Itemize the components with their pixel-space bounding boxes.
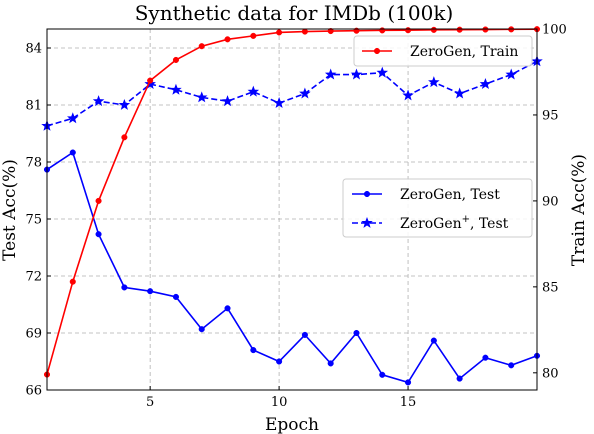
legend-lower-test-plus-label-sup: +: [462, 214, 470, 225]
y-left-tick-label: 75: [25, 213, 42, 228]
y-left-tick-label: 66: [25, 384, 42, 399]
data-point-zerogen-plus-test: [505, 68, 517, 80]
x-tick-label: 15: [400, 395, 417, 410]
series-zerogen-train: [43, 26, 541, 378]
data-point-zerogen-plus-test: [221, 95, 234, 107]
data-point-zerogen-plus-test: [92, 95, 105, 107]
legend-upper-box: [353, 35, 533, 67]
y-axis-right-ticks: 80 85 90 95 100: [533, 23, 567, 381]
x-tick-label: 5: [146, 395, 154, 410]
legend-marker: [373, 47, 381, 55]
data-point-zerogen-test: [121, 284, 128, 291]
y-left-tick-label: 69: [25, 327, 42, 342]
data-point-zerogen-train: [276, 29, 283, 36]
y-left-tick-label: 72: [25, 270, 42, 285]
y-left-tick-label: 78: [25, 156, 42, 171]
x-axis-ticks: 5 10 15: [146, 386, 416, 410]
series-line-zerogen-plus-test: [46, 60, 538, 127]
data-point-zerogen-test: [250, 347, 257, 354]
y-right-tick-label: 90: [542, 194, 559, 209]
data-point-zerogen-test: [456, 375, 463, 382]
data-point-zerogen-test: [430, 337, 437, 344]
data-point-zerogen-plus-test: [376, 66, 389, 78]
x-axis-label: Epoch: [265, 415, 319, 434]
data-point-zerogen-plus-test: [479, 78, 492, 90]
data-point-zerogen-test: [276, 358, 283, 365]
data-point-zerogen-test: [327, 360, 334, 367]
series-line-zerogen-train: [46, 28, 538, 375]
plot-frame: [46, 28, 538, 391]
legend-upper-train-label: ZeroGen, Train: [410, 44, 518, 60]
data-point-zerogen-test: [508, 362, 515, 369]
data-point-zerogen-test: [172, 293, 179, 300]
chart-title: Synthetic data for IMDb (100k): [135, 1, 454, 25]
legend-upper-train-handle: [362, 47, 392, 55]
legend-lower-test-label: ZeroGen, Test: [400, 187, 500, 203]
data-point-zerogen-plus-test: [67, 112, 79, 124]
y-axis-left-label: Test Acc(%): [0, 159, 20, 261]
legend-marker: [363, 190, 371, 198]
data-point-zerogen-test: [301, 331, 308, 338]
data-point-zerogen-test: [95, 231, 102, 238]
legend-lower-test-plus-label-base: ZeroGen: [400, 216, 462, 232]
legend-lower-box: [342, 178, 533, 238]
y-left-tick-label: 84: [25, 42, 42, 57]
data-point-zerogen-train: [430, 26, 437, 33]
data-point-zerogen-plus-test: [299, 87, 311, 99]
series-line-zerogen-test: [46, 151, 538, 384]
data-point-zerogen-plus-test: [118, 98, 131, 110]
legend-lower: ZeroGen, Test ZeroGen+, Test: [342, 178, 533, 238]
data-point-zerogen-plus-test: [195, 91, 208, 103]
data-point-zerogen-plus-test: [324, 68, 337, 80]
data-point-zerogen-train: [172, 56, 179, 63]
x-tick-label: 10: [271, 395, 288, 410]
legend-upper: ZeroGen, Train: [353, 35, 533, 67]
data-point-zerogen-train: [250, 32, 257, 39]
data-point-zerogen-test: [405, 379, 412, 386]
data-point-zerogen-train: [224, 36, 231, 43]
data-point-zerogen-train: [405, 27, 412, 34]
y-axis-right-label: Train Acc(%): [569, 154, 589, 266]
legend-lower-test-plus-handle: [352, 216, 382, 228]
y-right-tick-label: 85: [542, 280, 559, 295]
y-right-tick-label: 100: [542, 23, 567, 38]
data-point-zerogen-train: [198, 43, 205, 50]
data-point-zerogen-train: [69, 278, 76, 285]
data-point-zerogen-test: [147, 288, 154, 295]
data-point-zerogen-test: [482, 354, 489, 361]
data-point-zerogen-test: [353, 329, 360, 337]
data-point-zerogen-test: [379, 371, 386, 378]
data-point-zerogen-plus-test: [350, 68, 363, 80]
data-point-zerogen-train: [482, 26, 489, 33]
data-point-zerogen-train: [456, 26, 463, 33]
data-point-zerogen-train: [327, 28, 334, 35]
data-point-zerogen-plus-test: [453, 87, 466, 99]
data-point-zerogen-train: [121, 134, 128, 141]
data-point-zerogen-plus-test: [170, 83, 182, 95]
data-point-zerogen-plus-test: [402, 89, 414, 101]
data-point-zerogen-plus-test: [428, 76, 440, 88]
data-point-zerogen-plus-test: [273, 97, 285, 109]
y-right-tick-label: 95: [542, 108, 559, 123]
y-left-tick-label: 81: [25, 99, 42, 114]
data-point-zerogen-train: [147, 77, 154, 84]
data-point-zerogen-test: [198, 326, 205, 333]
legend-lower-test-plus-label-suffix: , Test: [470, 216, 509, 232]
legend-marker: [361, 216, 373, 228]
y-right-tick-label: 80: [542, 366, 559, 381]
data-point-zerogen-test: [224, 305, 231, 312]
legend-lower-test-handle: [352, 190, 382, 198]
data-point-zerogen-train: [301, 28, 308, 35]
data-point-zerogen-train: [379, 27, 386, 34]
data-point-zerogen-plus-test: [247, 85, 260, 97]
legend-lower-test-plus-label: ZeroGen+, Test: [400, 214, 509, 232]
y-axis-left-ticks: 66 69 72 75 78 81 84: [25, 42, 51, 399]
data-point-zerogen-train: [95, 197, 102, 204]
series-zerogen-plus-test: [41, 55, 543, 131]
data-point-zerogen-test: [69, 149, 76, 156]
plot-lines: [41, 26, 543, 386]
